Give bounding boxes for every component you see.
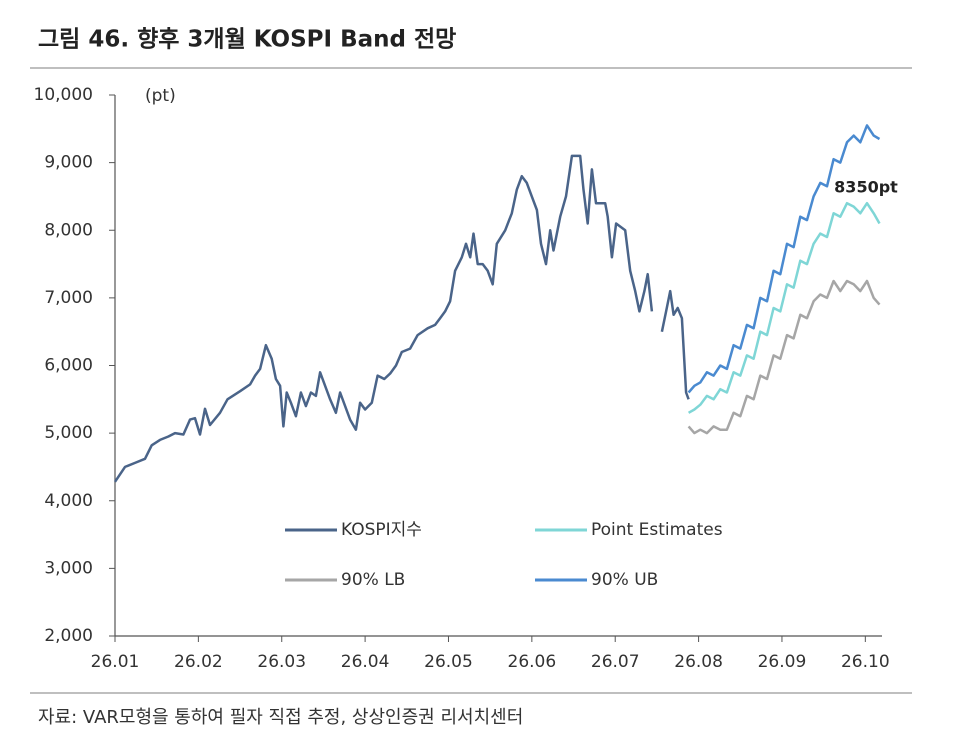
x-tick-label: 26.02 (174, 652, 223, 672)
x-tick-label: 26.03 (257, 652, 306, 672)
legend-label: 90% LB (341, 570, 405, 590)
x-tick-label: 26.01 (91, 652, 140, 672)
x-tick-label: 26.04 (341, 652, 390, 672)
annotation: 8350pt (834, 178, 898, 197)
x-tick-label: 26.08 (674, 652, 723, 672)
legend-label: Point Estimates (591, 520, 723, 540)
y-tick-label: 6,000 (44, 356, 93, 376)
chart-title: 그림 46. 향후 3개월 KOSPI Band 전망 (38, 27, 456, 53)
legend-label: KOSPI지수 (341, 520, 422, 540)
y-tick-label: 10,000 (34, 85, 93, 105)
series-line (687, 201, 881, 414)
x-tick-label: 26.10 (841, 652, 890, 672)
y-tick-label: 2,000 (44, 626, 93, 646)
x-tick-label: 26.09 (758, 652, 807, 672)
series-line (113, 154, 690, 483)
legend-label: 90% UB (591, 570, 658, 590)
series-line (687, 124, 881, 394)
y-tick-label: 9,000 (44, 153, 93, 173)
unit-label: (pt) (145, 86, 176, 106)
series-line (687, 279, 881, 435)
y-tick-label: 8,000 (44, 220, 93, 240)
y-tick-label: 4,000 (44, 491, 93, 511)
source-note: 자료: VAR모형을 통하여 필자 직접 추정, 상상인증권 리서치센터 (38, 707, 523, 728)
y-tick-label: 7,000 (44, 288, 93, 308)
x-tick-label: 26.05 (424, 652, 473, 672)
y-tick-label: 5,000 (44, 423, 93, 443)
x-tick-label: 26.06 (508, 652, 557, 672)
x-tick-label: 26.07 (591, 652, 640, 672)
y-tick-label: 3,000 (44, 558, 93, 578)
